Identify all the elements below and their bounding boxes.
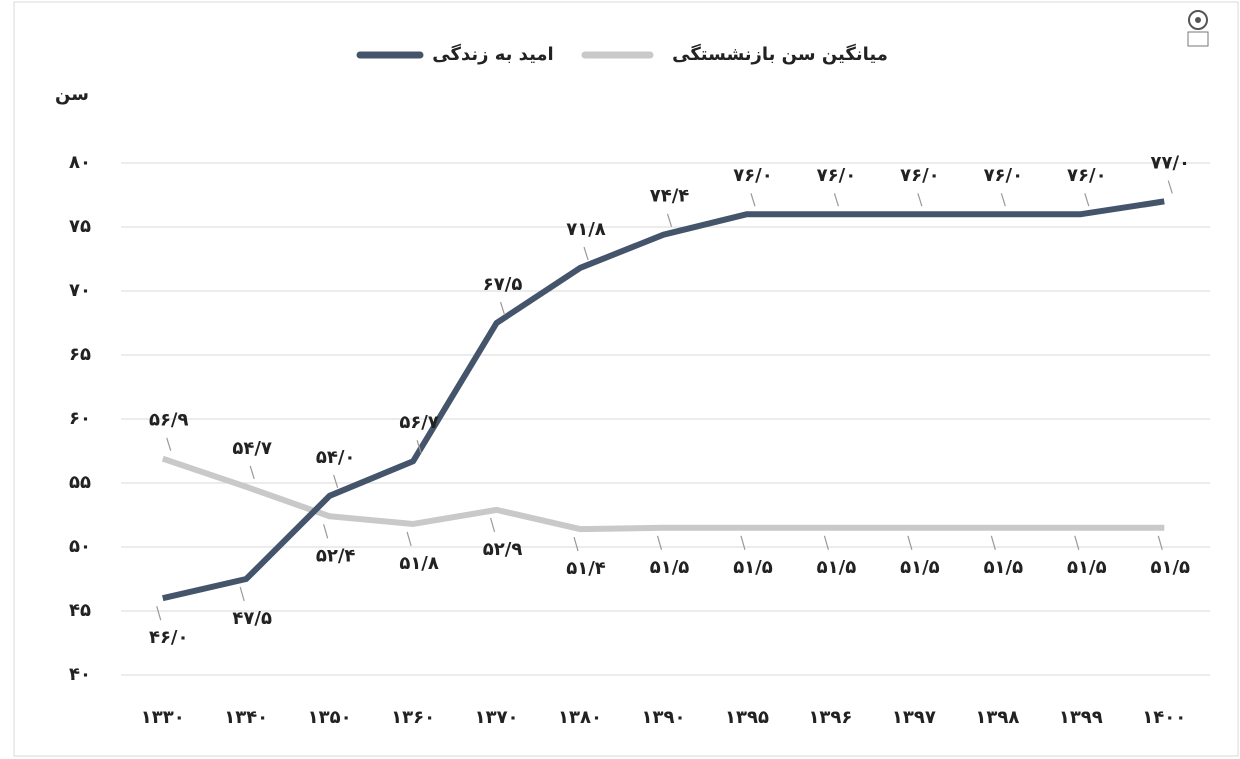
y-tick-label: ۵۵ — [69, 472, 91, 493]
data-label: ۵۱/۸ — [399, 553, 439, 574]
y-axis-label: سن — [55, 84, 89, 105]
x-tick-label: ۱۳۹۷ — [892, 707, 936, 728]
x-tick-label: ۱۳۶۰ — [391, 707, 435, 728]
y-tick-label: ۶۵ — [69, 344, 91, 365]
leader-line — [750, 193, 756, 207]
data-label: ۷۴/۴ — [650, 186, 690, 207]
data-label: ۵۴/۰ — [316, 447, 356, 468]
leader-line — [907, 535, 913, 550]
leader-line — [583, 246, 589, 261]
leader-line — [990, 535, 996, 550]
data-label: ۵۱/۵ — [900, 557, 940, 578]
y-tick-label: ۴۰ — [69, 664, 91, 685]
leader-line — [823, 535, 830, 550]
leader-line — [406, 531, 412, 547]
leader-line — [833, 193, 839, 207]
data-label: ۷۶/۰ — [900, 165, 940, 186]
leader-line — [239, 586, 245, 602]
data-label: ۵۶/۹ — [149, 410, 189, 431]
x-tick-label: ۱۳۳۰ — [141, 707, 185, 728]
x-tick-label: ۱۳۹۶ — [808, 707, 852, 728]
x-tick-label: ۱۴۰۰ — [1142, 707, 1186, 728]
x-tick-label: ۱۳۹۹ — [1059, 707, 1103, 728]
logo — [1187, 10, 1209, 47]
leader-line — [1074, 535, 1080, 550]
data-label: ۷۶/۰ — [817, 165, 857, 186]
y-tick-label: ۴۵ — [69, 600, 91, 621]
legend-label: میانگین سن بازنشستگی — [672, 43, 888, 65]
leader-line — [1167, 180, 1173, 194]
data-label: ۵۱/۵ — [733, 557, 773, 578]
data-label: ۵۱/۵ — [1067, 557, 1107, 578]
x-tick-label: ۱۳۹۸ — [975, 707, 1019, 728]
x-tick-label: ۱۳۵۰ — [308, 707, 352, 728]
data-label: ۷۶/۰ — [984, 165, 1024, 186]
leader-line — [500, 301, 506, 316]
y-tick-label: ۸۰ — [69, 152, 91, 173]
data-label: ۷۶/۰ — [1067, 165, 1107, 186]
leader-line — [156, 606, 162, 621]
data-label: ۵۱/۵ — [984, 557, 1024, 578]
legend-label: امید به زندگی — [432, 43, 553, 65]
leader-line — [323, 524, 329, 539]
data-label: ۵۶/۷ — [399, 412, 439, 433]
series-line — [162, 198, 1165, 602]
data-label: ۴۷/۵ — [232, 608, 272, 629]
data-label: ۵۱/۵ — [1150, 557, 1190, 578]
leader-line — [1000, 193, 1006, 207]
x-tick-label: ۱۳۹۰ — [642, 707, 686, 728]
data-label: ۷۷/۰ — [1150, 152, 1190, 173]
data-label: ۶۷/۵ — [483, 274, 523, 295]
x-tick-label: ۱۳۴۰ — [224, 707, 268, 728]
leader-line — [1157, 535, 1163, 550]
leader-line — [917, 193, 923, 207]
leader-line — [333, 474, 339, 488]
y-tick-label: ۷۵ — [69, 216, 91, 237]
y-tick-label: ۷۰ — [69, 280, 91, 301]
data-label: ۵۱/۵ — [817, 557, 857, 578]
series-line — [161, 455, 1165, 533]
leader-line — [166, 437, 172, 451]
x-tick-label: ۱۳۹۵ — [725, 707, 769, 728]
data-label: ۴۶/۰ — [149, 627, 189, 648]
x-tick-label: ۱۳۸۰ — [558, 707, 602, 728]
y-tick-label: ۵۰ — [69, 536, 91, 557]
leader-line — [490, 517, 496, 533]
data-label: ۷۶/۰ — [733, 165, 773, 186]
leader-line — [573, 536, 579, 552]
leader-line — [666, 213, 673, 227]
data-label: ۷۱/۸ — [566, 219, 606, 240]
data-label: ۵۱/۵ — [650, 557, 690, 578]
frame — [13, 1, 1239, 757]
leader-line — [416, 440, 422, 454]
data-label: ۵۲/۴ — [316, 545, 356, 566]
data-label: ۵۱/۴ — [566, 558, 606, 579]
leader-line — [249, 465, 255, 480]
leader-line — [740, 535, 746, 550]
x-tick-label: ۱۳۷۰ — [475, 707, 519, 728]
leader-line — [1084, 193, 1090, 207]
leader-line — [656, 535, 663, 550]
y-tick-label: ۶۰ — [69, 408, 91, 429]
data-label: ۵۲/۹ — [483, 539, 523, 560]
data-label: ۵۴/۷ — [232, 438, 272, 459]
